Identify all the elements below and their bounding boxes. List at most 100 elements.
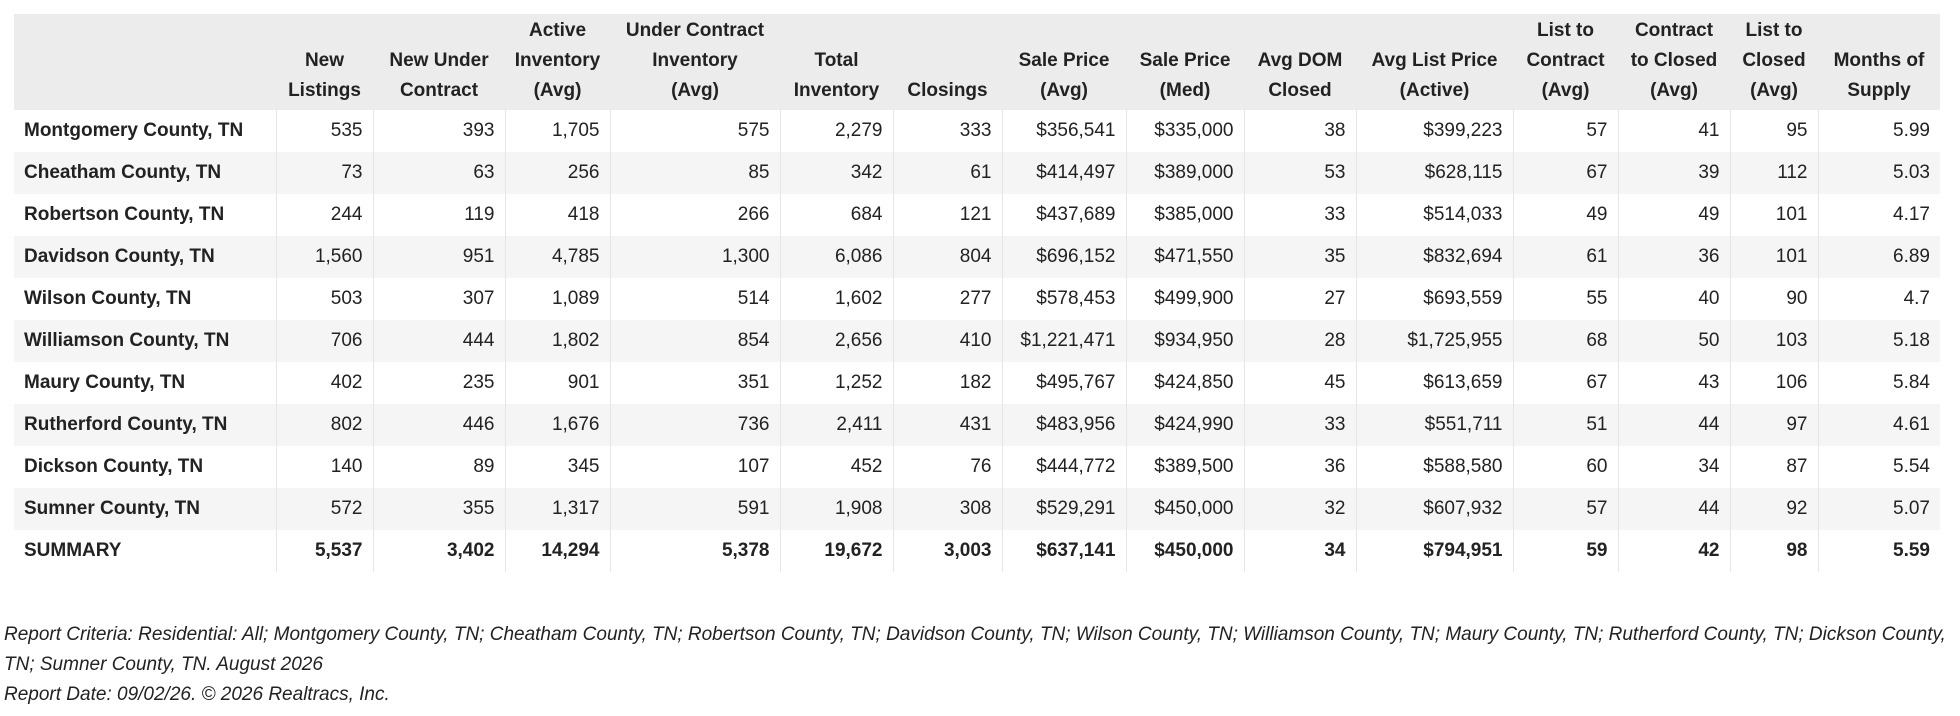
table-cell: 575	[610, 110, 781, 152]
column-header: New Under Contract	[373, 14, 505, 110]
county-name: Rutherford County, TN	[14, 404, 277, 446]
table-cell: $483,956	[1002, 404, 1127, 446]
summary-cell: 34	[1244, 530, 1357, 572]
table-cell: 5.18	[1818, 320, 1940, 362]
table-cell: 87	[1730, 446, 1819, 488]
table-cell: 107	[610, 446, 781, 488]
table-cell: 5.03	[1818, 152, 1940, 194]
table-cell: $450,000	[1126, 488, 1245, 530]
summary-label: SUMMARY	[14, 530, 277, 572]
table-cell: $934,950	[1126, 320, 1245, 362]
market-report-table: New Listings New Under Contract Active Inv…	[14, 14, 1940, 572]
table-cell: $499,900	[1126, 278, 1245, 320]
table-cell: $495,767	[1002, 362, 1127, 404]
table-cell: $414,497	[1002, 152, 1127, 194]
summary-row: SUMMARY 5,537 3,402 14,294 5,378 19,672 3,003 $…	[14, 530, 1940, 572]
table-cell: 1,908	[780, 488, 894, 530]
summary-cell: $637,141	[1002, 530, 1127, 572]
table-cell: 802	[276, 404, 374, 446]
county-name: Maury County, TN	[14, 362, 277, 404]
table-cell: 736	[610, 404, 781, 446]
table-cell: 535	[276, 110, 374, 152]
table-cell: 121	[893, 194, 1003, 236]
table-cell: 4.7	[1818, 278, 1940, 320]
table-cell: $356,541	[1002, 110, 1127, 152]
table-cell: $424,850	[1126, 362, 1245, 404]
table-cell: 49	[1513, 194, 1619, 236]
table-cell: 256	[505, 152, 611, 194]
summary-cell: 59	[1513, 530, 1619, 572]
table-cell: $1,221,471	[1002, 320, 1127, 362]
table-row: Robertson County, TN 244 119 418 266 684 121 $4…	[14, 194, 1940, 236]
summary-cell: 19,672	[780, 530, 894, 572]
table-cell: 684	[780, 194, 894, 236]
table-cell: 431	[893, 404, 1003, 446]
table-cell: 51	[1513, 404, 1619, 446]
county-name: Montgomery County, TN	[14, 110, 277, 152]
table-cell: 89	[373, 446, 506, 488]
table-cell: $832,694	[1356, 236, 1514, 278]
column-header: List to Contract (Avg)	[1513, 14, 1618, 110]
table-cell: 57	[1513, 110, 1619, 152]
table-cell: 393	[373, 110, 506, 152]
table-cell: $607,932	[1356, 488, 1514, 530]
summary-cell: 14,294	[505, 530, 611, 572]
summary-cell: 98	[1730, 530, 1819, 572]
table-cell: 1,300	[610, 236, 781, 278]
table-cell: 2,279	[780, 110, 894, 152]
county-name: Cheatham County, TN	[14, 152, 277, 194]
table-cell: 1,705	[505, 110, 611, 152]
table-cell: 418	[505, 194, 611, 236]
table-row: Davidson County, TN 1,560 951 4,785 1,300 6,0…	[14, 236, 1940, 278]
table-cell: 182	[893, 362, 1003, 404]
table-cell: $335,000	[1126, 110, 1245, 152]
table-cell: $1,725,955	[1356, 320, 1514, 362]
table-cell: 55	[1513, 278, 1619, 320]
table-cell: 1,602	[780, 278, 894, 320]
table-header: New Listings New Under Contract Active Inv…	[14, 14, 1940, 110]
table-body: Montgomery County, TN 535 393 1,705 575 2,279…	[14, 110, 1940, 572]
table-cell: 39	[1618, 152, 1731, 194]
table-cell: 5.84	[1818, 362, 1940, 404]
table-cell: 333	[893, 110, 1003, 152]
table-cell: $424,990	[1126, 404, 1245, 446]
table-cell: $471,550	[1126, 236, 1245, 278]
table-cell: 61	[893, 152, 1003, 194]
county-name: Robertson County, TN	[14, 194, 277, 236]
table-cell: 6,086	[780, 236, 894, 278]
report-date: Report Date: 09/02/26. © 2026 Realtracs,…	[4, 684, 390, 705]
table-cell: 36	[1244, 446, 1357, 488]
table-cell: 85	[610, 152, 781, 194]
table-cell: $628,115	[1356, 152, 1514, 194]
table-cell: 5.54	[1818, 446, 1940, 488]
column-header: Contract to Closed (Avg)	[1618, 14, 1730, 110]
summary-cell: 5,537	[276, 530, 374, 572]
table-cell: 67	[1513, 362, 1619, 404]
table-row: Cheatham County, TN 73 63 256 85 342 61 $414,49…	[14, 152, 1940, 194]
table-cell: 5.99	[1818, 110, 1940, 152]
table-cell: 591	[610, 488, 781, 530]
table-cell: 97	[1730, 404, 1819, 446]
table-cell: $551,711	[1356, 404, 1514, 446]
table-cell: $389,000	[1126, 152, 1245, 194]
report-footer: Report Criteria: Residential: All; Montg…	[4, 620, 1958, 710]
table-row: Williamson County, TN 706 444 1,802 854 2,656…	[14, 320, 1940, 362]
table-cell: 103	[1730, 320, 1819, 362]
column-header: Sale Price (Med)	[1126, 14, 1244, 110]
summary-cell: 42	[1618, 530, 1731, 572]
table-cell: 67	[1513, 152, 1619, 194]
table-cell: 101	[1730, 236, 1819, 278]
table-row: Montgomery County, TN 535 393 1,705 575 2,279…	[14, 110, 1940, 152]
table-cell: 33	[1244, 404, 1357, 446]
table-cell: 1,089	[505, 278, 611, 320]
table-cell: 140	[276, 446, 374, 488]
table-cell: 452	[780, 446, 894, 488]
table-cell: 355	[373, 488, 506, 530]
table-cell: $399,223	[1356, 110, 1514, 152]
table-cell: 572	[276, 488, 374, 530]
table-row: Sumner County, TN 572 355 1,317 591 1,908 308 $…	[14, 488, 1940, 530]
table-cell: $389,500	[1126, 446, 1245, 488]
summary-cell: 5.59	[1818, 530, 1940, 572]
table-cell: 706	[276, 320, 374, 362]
table-cell: 2,656	[780, 320, 894, 362]
